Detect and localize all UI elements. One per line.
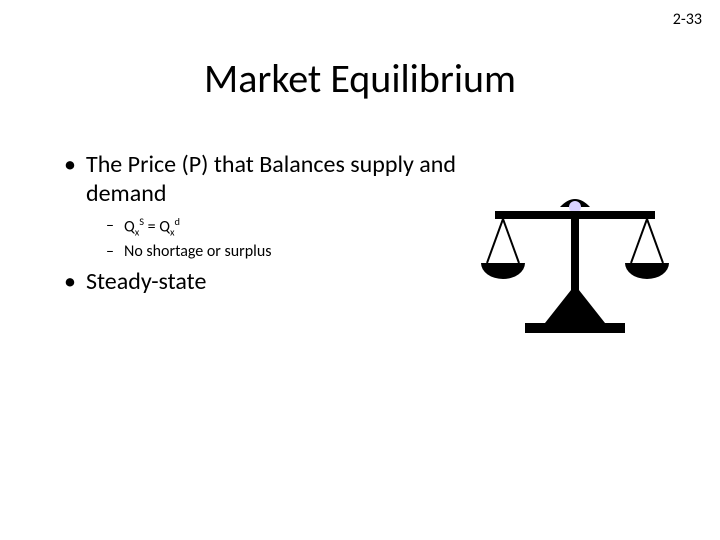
- sub-bullet-no-shortage: No shortage or surplus: [106, 241, 484, 263]
- slide-title: Market Equilibrium: [0, 54, 720, 103]
- slide: 2-33 Market Equilibrium The Price (P) th…: [0, 0, 720, 540]
- slide-body: The Price (P) that Balances supply and d…: [64, 150, 484, 300]
- bullet-2: Steady-state: [64, 267, 484, 296]
- bullet-list: The Price (P) that Balances supply and d…: [64, 150, 484, 296]
- sub-bullet-list-1: QxS = Qxd No shortage or surplus: [106, 215, 484, 263]
- scales-icon: [475, 185, 675, 335]
- bullet-1: The Price (P) that Balances supply and d…: [64, 150, 484, 263]
- sub-bullet-equation: QxS = Qxd: [106, 215, 484, 240]
- eq-q1: Q: [124, 217, 135, 236]
- page-number: 2-33: [673, 10, 702, 29]
- bullet-1-text: The Price (P) that Balances supply and d…: [86, 150, 456, 208]
- bullet-2-text: Steady-state: [86, 267, 206, 296]
- eq-equals-q2: = Q: [144, 217, 170, 236]
- eq-sup-d: d: [175, 215, 180, 228]
